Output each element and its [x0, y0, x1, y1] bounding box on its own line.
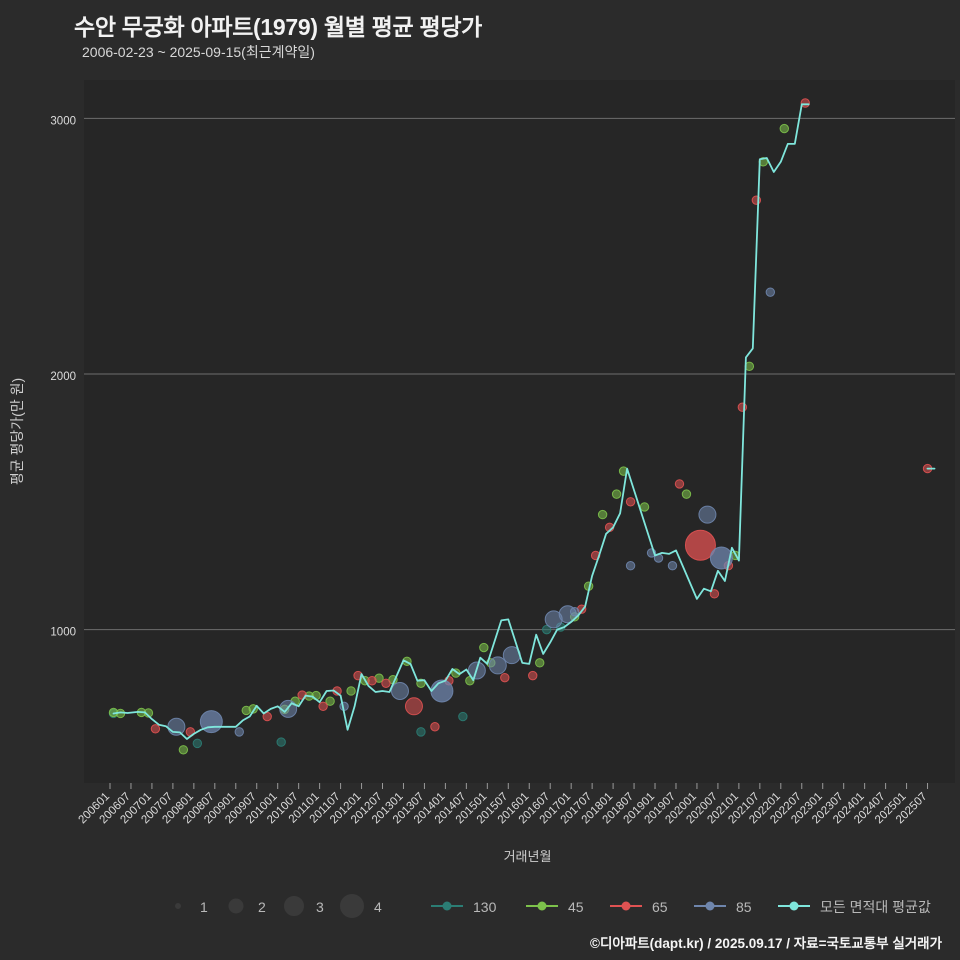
data-point — [404, 697, 423, 716]
legend-size-marker — [340, 894, 364, 918]
data-point — [779, 123, 789, 134]
legend-marker — [705, 901, 715, 911]
data-point — [178, 745, 189, 755]
data-point — [276, 737, 286, 747]
data-point — [367, 676, 377, 686]
data-point — [709, 546, 733, 570]
data-point — [262, 711, 272, 722]
data-point — [416, 727, 426, 737]
data-point — [674, 479, 685, 489]
data-point — [535, 658, 545, 668]
legend-size-label: 2 — [258, 899, 266, 915]
data-point — [639, 502, 650, 512]
data-point — [325, 696, 335, 706]
data-point — [479, 642, 489, 653]
legend-marker — [621, 901, 631, 911]
y-tick-label: 3000 — [50, 115, 76, 127]
legend-item-모든 면적대 평균값[interactable]: 모든 면적대 평균값 — [778, 899, 931, 915]
page-subtitle: 2006-02-23 ~ 2025-09-15(최근계약일) — [82, 44, 315, 60]
legend-item-130[interactable]: 130 — [431, 899, 497, 915]
data-point — [192, 738, 203, 749]
data-point — [709, 589, 720, 599]
y-axis-title: 평균 평당가(만 원) — [9, 378, 25, 485]
legend-series-label: 모든 면적대 평균값 — [820, 899, 931, 915]
legend-item-65[interactable]: 65 — [610, 899, 668, 915]
data-point — [381, 678, 391, 689]
footer-credit: ©디아파트(dapt.kr) / 2025.09.17 / 자료=국토교통부 실… — [590, 936, 942, 951]
data-point — [430, 679, 454, 703]
legend-marker — [537, 901, 547, 911]
legend-item-85[interactable]: 85 — [694, 899, 752, 915]
data-point — [681, 489, 692, 499]
legend-item-45[interactable]: 45 — [526, 899, 584, 915]
legend-series-label: 85 — [736, 899, 752, 915]
legend-size-marker — [175, 903, 181, 909]
data-point — [611, 489, 622, 499]
page-title: 수안 무궁화 아파트(1979) 월별 평균 평당가 — [74, 14, 483, 40]
legend-size-marker — [284, 896, 304, 916]
data-point — [390, 681, 409, 700]
legend-series-label: 130 — [473, 899, 497, 915]
y-tick-label: 2000 — [50, 371, 76, 383]
legend-series-label: 45 — [568, 899, 584, 915]
data-point — [488, 656, 507, 675]
data-point — [625, 497, 636, 507]
legend-size-label: 1 — [200, 899, 208, 915]
data-point — [150, 724, 161, 734]
legend-marker — [442, 901, 452, 911]
y-tick-label: 1000 — [50, 627, 76, 639]
legend-series-label: 65 — [652, 899, 668, 915]
data-point — [667, 561, 678, 571]
data-point — [625, 561, 636, 571]
scatter-series-85 — [167, 287, 776, 737]
data-point — [346, 686, 356, 696]
legend-size-label: 4 — [374, 899, 382, 915]
plot-background — [84, 80, 955, 783]
data-point — [528, 670, 538, 681]
scatter-series-65 — [150, 98, 933, 737]
data-point — [698, 505, 717, 524]
data-point — [542, 624, 552, 635]
data-point — [597, 509, 608, 520]
data-point — [430, 722, 440, 732]
data-point — [684, 529, 716, 561]
data-point — [765, 287, 776, 297]
data-point — [569, 607, 580, 617]
x-axis-title: 거래년월 — [504, 849, 552, 864]
data-point — [500, 672, 510, 683]
data-point — [318, 701, 328, 712]
data-point — [234, 727, 244, 737]
legend-marker — [789, 901, 799, 911]
legend-size-marker — [228, 898, 244, 914]
legend-size-label: 3 — [316, 899, 324, 915]
data-point — [458, 711, 468, 722]
average-line — [112, 103, 810, 740]
data-point — [737, 402, 748, 412]
